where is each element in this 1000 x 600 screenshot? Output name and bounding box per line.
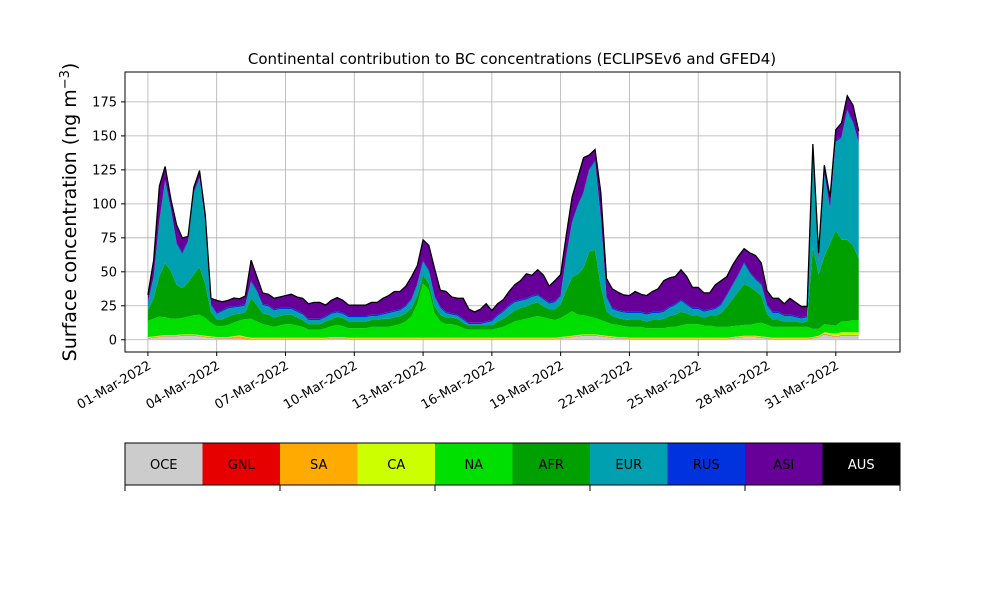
- x-tick-label: 22-Mar-2022: [556, 358, 635, 412]
- x-tick-label: 04-Mar-2022: [144, 358, 223, 412]
- plot-frame: [124, 71, 901, 353]
- y-tick-label: 25: [100, 299, 117, 314]
- colorbar-label-rus: RUS: [693, 458, 720, 473]
- x-tick-label: 31-Mar-2022: [763, 358, 842, 412]
- colorbar-label-aus: AUS: [848, 458, 875, 473]
- area-ca: [147, 332, 859, 339]
- x-tick-label: 13-Mar-2022: [350, 358, 429, 412]
- colorbar-label-ca: CA: [387, 458, 405, 473]
- grid-lines: [125, 72, 900, 352]
- colorbar-swatch-oce: [125, 443, 203, 485]
- colorbar-label-sa: SA: [310, 458, 327, 473]
- y-tick-label: 125: [92, 163, 117, 178]
- y-tick-label: 100: [92, 197, 117, 212]
- area-oce: [147, 334, 859, 340]
- colorbar-swatch-gnl: [202, 443, 281, 485]
- x-tick-label: 07-Mar-2022: [212, 358, 291, 412]
- y-tick-label: 50: [100, 265, 117, 280]
- colorbar-swatch-sa: [280, 443, 358, 485]
- colorbar-swatch-aus: [822, 443, 901, 485]
- area-na: [147, 283, 859, 338]
- colorbar-label-gnl: GNL: [228, 458, 256, 473]
- area-afr: [147, 230, 859, 330]
- colorbar-label-oce: OCE: [150, 458, 178, 473]
- x-tick-label: 19-Mar-2022: [488, 358, 567, 412]
- colorbar-swatch-na: [435, 443, 513, 485]
- x-tick-label: 28-Mar-2022: [694, 358, 773, 412]
- colorbar-label-asi: ASI: [773, 458, 794, 473]
- y-tick-label: 175: [92, 95, 117, 110]
- x-tick-label: 16-Mar-2022: [419, 358, 498, 412]
- colorbar: OCE GNL SA CA NA AFR EUR RUS ASI AUS: [124, 442, 901, 491]
- colorbar-swatch-ca: [357, 443, 436, 485]
- y-axis: 0 25 50 75 100 125 150 175: [92, 95, 125, 348]
- y-axis-label-main: Surface concentration (ng m: [59, 89, 81, 361]
- y-tick-label: 75: [100, 231, 117, 246]
- x-tick-label: 25-Mar-2022: [625, 358, 704, 412]
- y-axis-label: Surface concentration (ng m−3): [58, 63, 81, 362]
- x-tick-label: 01-Mar-2022: [75, 358, 154, 412]
- colorbar-swatch-asi: [745, 443, 823, 485]
- colorbar-swatch-afr: [512, 443, 591, 485]
- x-tick-label: 10-Mar-2022: [281, 358, 360, 412]
- total-outline: [147, 94, 860, 313]
- colorbar-label-na: NA: [464, 458, 483, 473]
- y-tick-label: 150: [92, 129, 117, 144]
- colorbar-label-eur: EUR: [615, 458, 642, 473]
- x-axis: 01-Mar-202204-Mar-202207-Mar-202210-Mar-…: [75, 352, 842, 413]
- chart-title: Continental contribution to BC concentra…: [248, 50, 776, 68]
- colorbar-swatch-eur: [590, 443, 668, 485]
- y-tick-label: 0: [109, 333, 117, 348]
- colorbar-swatch-rus: [667, 443, 746, 485]
- colorbar-label-afr: AFR: [539, 458, 564, 473]
- y-axis-label-exponent: −3: [58, 70, 73, 89]
- y-axis-label-close: ): [59, 63, 81, 70]
- stacked-areas: [147, 95, 859, 340]
- colorbar-frame: [124, 442, 901, 486]
